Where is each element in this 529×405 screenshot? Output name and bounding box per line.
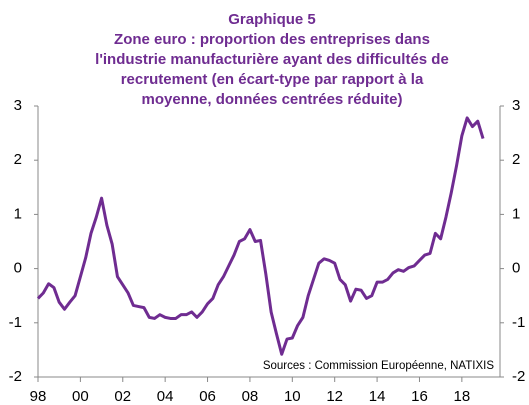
y2-tick-label: -2 xyxy=(512,368,525,385)
chart-title: Zone euro : proportion des entreprises d… xyxy=(114,31,430,48)
y-tick-label: 3 xyxy=(14,97,22,114)
x-tick-label: 98 xyxy=(30,388,47,405)
chart-title: Graphique 5 xyxy=(228,11,316,28)
x-tick-label: 04 xyxy=(157,388,174,405)
x-tick-label: 12 xyxy=(326,388,343,405)
chart-title: recrutement (en écart-type par rapport à… xyxy=(121,71,424,88)
x-tick-label: 14 xyxy=(369,388,386,405)
chart-title: l'industrie manufacturière ayant des dif… xyxy=(95,51,449,68)
source-note: Sources : Commission Européenne, NATIXIS xyxy=(263,360,494,372)
x-tick-label: 06 xyxy=(199,388,216,405)
data-line xyxy=(36,116,485,356)
y2-tick-label: -1 xyxy=(512,314,525,331)
x-tick-label: 00 xyxy=(72,388,89,405)
y2-tick-label: 0 xyxy=(512,260,520,277)
y2-tick-label: 3 xyxy=(512,97,520,114)
y-tick-label: -2 xyxy=(9,368,22,385)
chart-title: moyenne, données centrées réduite) xyxy=(142,91,403,108)
y2-tick-label: 1 xyxy=(512,205,520,222)
y2-tick-label: 2 xyxy=(512,151,520,168)
x-tick-label: 02 xyxy=(114,388,131,405)
x-tick-label: 16 xyxy=(411,388,428,405)
y-tick-label: 1 xyxy=(14,205,22,222)
y-tick-label: 0 xyxy=(14,260,22,277)
x-tick-label: 18 xyxy=(454,388,471,405)
y-tick-label: -1 xyxy=(9,314,22,331)
x-tick-label: 10 xyxy=(284,388,301,405)
y-tick-label: 2 xyxy=(14,151,22,168)
x-tick-label: 08 xyxy=(242,388,259,405)
